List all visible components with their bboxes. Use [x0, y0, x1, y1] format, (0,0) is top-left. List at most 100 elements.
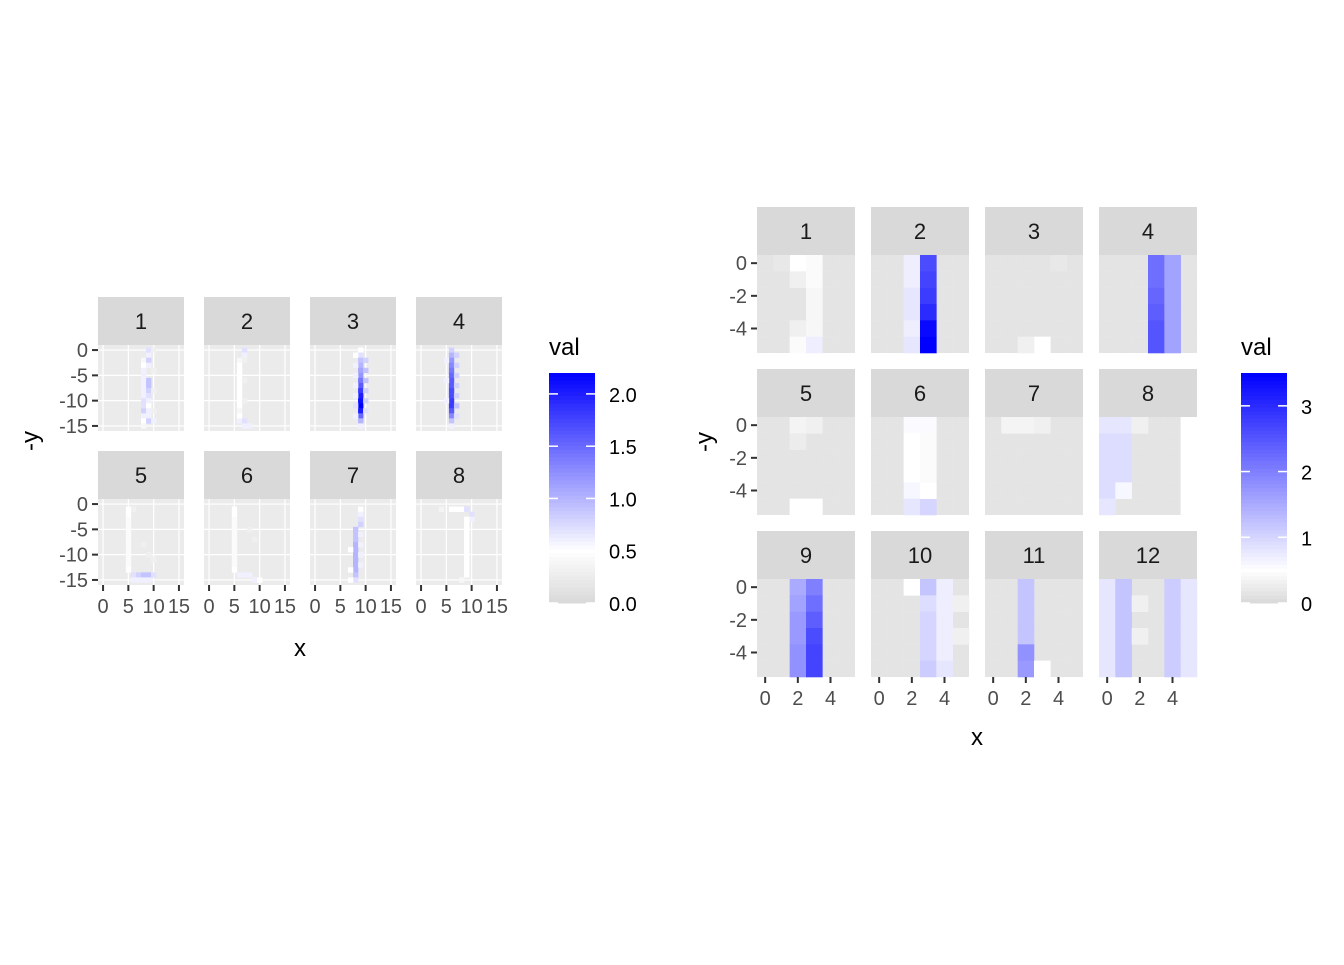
y-tick-label: -5	[70, 519, 88, 541]
heatmap-cell	[448, 362, 455, 369]
heatmap-cell	[125, 506, 132, 512]
heatmap-cell	[1001, 287, 1018, 304]
heatmap-cell	[448, 408, 455, 414]
facet-strip	[204, 451, 290, 499]
heatmap-cell	[443, 357, 450, 364]
legend-gradient-segment	[1241, 518, 1287, 523]
heatmap-cell	[363, 398, 369, 404]
y-tick-label: 0	[77, 494, 88, 516]
heatmap-cell	[125, 557, 132, 563]
legend-gradient-segment	[1241, 442, 1287, 447]
heatmap-cell	[1050, 433, 1067, 450]
heatmap-cell	[757, 611, 774, 628]
heatmap-cell	[1148, 595, 1165, 612]
legend-gradient-segment	[549, 595, 595, 600]
heatmap-cell	[1001, 628, 1018, 645]
heatmap-cell	[1115, 579, 1132, 596]
heatmap-cell	[887, 417, 904, 434]
heatmap-cell	[822, 449, 839, 466]
heatmap-cell	[903, 304, 921, 321]
heatmap-cell	[1066, 417, 1083, 434]
facet-label: 5	[135, 463, 147, 488]
legend-title: val	[549, 334, 580, 361]
heatmap-cell	[1099, 595, 1116, 612]
heatmap-cell	[903, 498, 921, 516]
heatmap-cell	[985, 579, 1002, 596]
legend-label: 0.0	[609, 594, 637, 616]
facet-10: 10	[871, 531, 970, 678]
legend-gradient-segment	[549, 403, 595, 408]
heatmap-cell	[887, 336, 904, 353]
facet-4: 4	[1099, 207, 1197, 354]
heatmap-cell	[920, 660, 937, 678]
heatmap-cell	[353, 536, 359, 543]
legend-gradient-segment	[1241, 430, 1287, 435]
heatmap-cell	[151, 572, 157, 578]
heatmap-cell	[459, 577, 465, 583]
legend-gradient-segment	[1241, 514, 1287, 520]
heatmap-cell	[822, 611, 839, 628]
legend-gradient-segment	[549, 518, 595, 523]
heatmap-cell	[141, 577, 147, 583]
facet-3: 3	[310, 297, 396, 431]
heatmap-cell	[448, 398, 455, 404]
heatmap-cell	[1066, 595, 1083, 612]
heatmap-cell	[125, 542, 132, 548]
heatmap-cell	[936, 304, 953, 321]
heatmap-cell	[789, 628, 807, 645]
chart-1: 1 2 3 45 6 7 80-5-10-150-5-10-150 5 10 15 0 5 10 15 0 5…	[17, 297, 637, 662]
heatmap-cell	[1115, 628, 1132, 645]
heatmap-cell	[757, 336, 774, 353]
facet-label: 3	[1028, 219, 1040, 244]
x-axis-title: x	[294, 635, 306, 662]
legend-gradient-segment	[549, 442, 595, 447]
heatmap-cell	[822, 433, 839, 450]
heatmap-cell	[1180, 287, 1197, 304]
heatmap-cell	[1017, 579, 1035, 596]
heatmap-cell	[1034, 466, 1051, 483]
facet-6: 6	[871, 369, 969, 516]
heatmap-cell	[1099, 611, 1116, 629]
heatmap-cell	[871, 417, 888, 434]
heatmap-cell	[887, 449, 904, 466]
facet-label: 11	[1023, 543, 1046, 568]
legend-gradient-segment	[549, 472, 595, 477]
heatmap-cell	[1148, 304, 1165, 321]
heatmap-cell	[1050, 336, 1067, 353]
legend-gradient-segment	[549, 449, 595, 454]
x-tick-label: 0	[760, 688, 771, 710]
legend-gradient-segment	[549, 434, 595, 439]
heatmap-cell	[871, 466, 888, 483]
legend-gradient-segment	[549, 407, 595, 412]
heatmap-cell	[1001, 482, 1018, 499]
heatmap-cell	[903, 255, 921, 272]
heatmap-cell	[757, 271, 774, 288]
heatmap-cell	[920, 417, 937, 434]
heatmap-cell	[773, 660, 790, 677]
heatmap-cell	[887, 660, 904, 677]
heatmap-cell	[1050, 482, 1067, 499]
heatmap-cell	[822, 498, 839, 515]
heatmap-cell	[920, 595, 937, 612]
heatmap-cell	[952, 417, 969, 434]
heatmap-cell	[453, 413, 460, 419]
heatmap-cell	[353, 413, 359, 419]
heatmap-cell	[903, 336, 921, 354]
heatmap-cell	[887, 644, 904, 661]
legend-gradient-segment	[549, 480, 595, 485]
facet-8: 8	[416, 451, 502, 585]
heatmap-cell	[838, 320, 855, 337]
facet-strip	[1099, 531, 1197, 579]
heatmap-cell	[1148, 287, 1165, 305]
legend-gradient-segment	[1241, 384, 1287, 389]
heatmap-cell	[1180, 271, 1197, 288]
heatmap-cell	[1164, 433, 1181, 450]
heatmap-cell	[838, 482, 855, 499]
heatmap-cell	[353, 382, 359, 389]
heatmap-cell	[1050, 449, 1067, 466]
heatmap-cell	[1115, 449, 1132, 467]
legend-gradient-segment	[1241, 564, 1287, 569]
heatmap-cell	[448, 423, 455, 429]
heatmap-cell	[773, 417, 790, 434]
heatmap-cell	[363, 408, 369, 414]
